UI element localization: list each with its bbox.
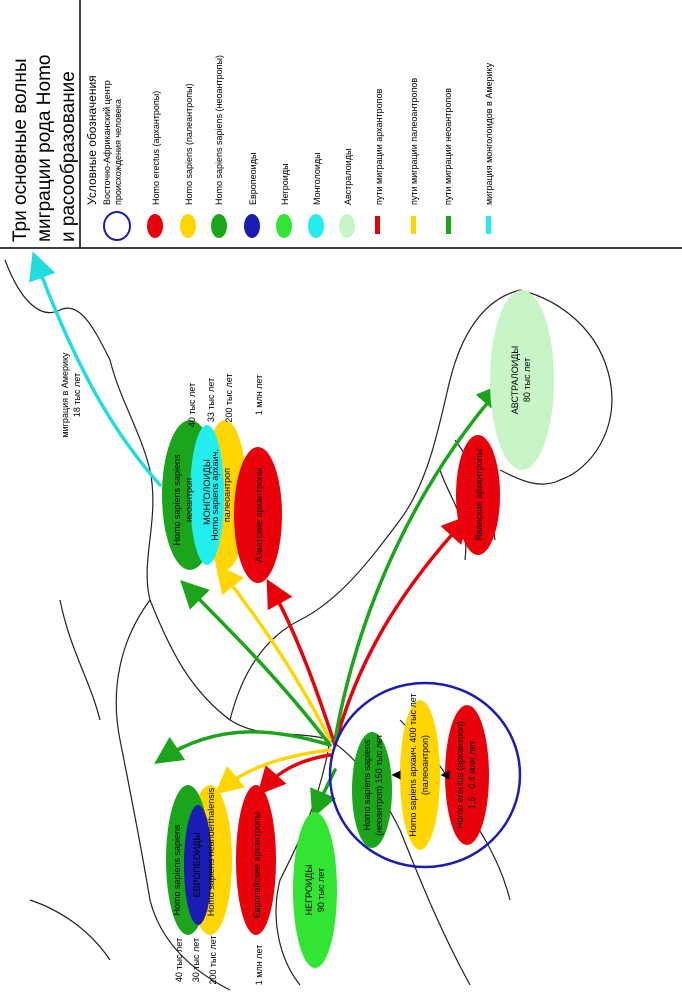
map-label: 40 тыс лет	[174, 938, 184, 982]
map-label: неоантроп	[184, 478, 194, 522]
legend-label: Негроиды	[280, 163, 290, 205]
legend-label: Европеоиды	[248, 153, 258, 205]
legend-label: Австралоиды	[343, 149, 353, 205]
map-label: Homo sapiens sapiens	[172, 454, 182, 546]
map-label: Яванские архантропы	[474, 449, 484, 541]
map-label: 200 тыс лет	[208, 935, 218, 984]
map-label: (неоантроп) 150 тыс лет	[374, 734, 384, 836]
map-label: 1 млн лет	[254, 375, 264, 416]
title-line: Три основные волны	[10, 59, 31, 242]
legend-label: Восточно-Африканский центр	[102, 80, 112, 205]
legend-label: миграция монголоидов в Америку	[484, 62, 494, 205]
legend-label: пути миграции палеоантропов	[409, 78, 419, 205]
map-label: 18 тыс лет	[72, 373, 82, 417]
map-label: НЕГРОИДЫ	[304, 865, 314, 916]
legend-label: Homo sapiens sapiens (неоантропы)	[214, 55, 224, 205]
map-label: ЕВРОПЕОИДЫ	[192, 833, 202, 898]
map-label: МОНГОЛОИДЫ	[202, 459, 212, 525]
map-label: 80 тыс лет	[522, 358, 532, 402]
legend-label: пути миграции архантропов	[374, 88, 384, 205]
migration-arrows	[29, 251, 505, 819]
legend-title: Условные обозначения	[85, 75, 99, 205]
legend-label: Монголоиды	[312, 152, 322, 205]
map-label: 30 тыс лет	[191, 938, 201, 982]
map-label: 200 тыс лет	[224, 373, 234, 422]
map-label: Homo sapiens sapiens	[172, 824, 182, 916]
legend-label: Homo erectus (архантропы)	[151, 91, 161, 205]
map-label: 33 тыс лет	[206, 378, 216, 422]
frame	[0, 0, 682, 249]
map-label: 90 тыс лет	[316, 868, 326, 912]
map-label: (палеоантроп)	[420, 735, 430, 795]
map-label: 1,5 - 0,4 млн лет	[467, 741, 477, 810]
map-label: Homo sapiens neanderthalensis	[206, 787, 216, 916]
legend-label: происхождения человека	[113, 99, 123, 205]
title-line: и расообразование	[58, 71, 79, 242]
map-label: миграция в Америку	[60, 352, 70, 438]
map-label: Homo sapiens архаич. 400 тыс лет	[408, 693, 418, 836]
map-label: Homo sapiens sapiens	[362, 739, 372, 831]
legend-markers	[103, 211, 491, 241]
map-label: 1 млн лет	[254, 945, 264, 986]
map-label: Азиатские архантропы	[254, 468, 264, 563]
map-label: 40 тыс лет	[187, 383, 197, 427]
map-label: Homo erectus (архантроп)	[455, 721, 465, 829]
map-label: АВСТРАЛОИДЫ	[510, 346, 520, 414]
title-line: миграции рода Homo	[34, 55, 55, 242]
legend-label: Homo sapiens (палеантропы)	[184, 83, 194, 205]
legend-label: пути миграции неоантропов	[443, 88, 453, 205]
population-ellipses	[162, 290, 554, 968]
map-label: Homo sapiens архаич.	[210, 449, 220, 541]
map-label: Европейские архантропы	[252, 812, 262, 918]
map-label: палеоантроп	[222, 468, 232, 522]
